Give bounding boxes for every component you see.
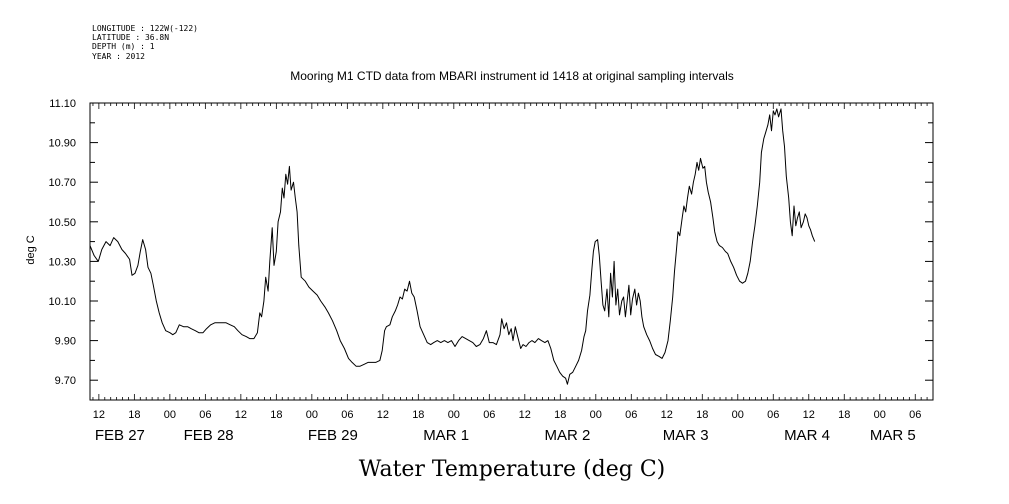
x-day-label: FEB 27 bbox=[95, 427, 145, 444]
x-tick-hour-label: 06 bbox=[909, 409, 921, 421]
y-axis-label: deg C bbox=[25, 235, 37, 264]
x-tick-hour-label: 06 bbox=[767, 409, 779, 421]
y-tick-label: 11.10 bbox=[49, 98, 76, 110]
x-tick-hour-label: 12 bbox=[803, 409, 815, 421]
x-tick-hour-label: 18 bbox=[554, 409, 566, 421]
plot-frame bbox=[89, 102, 934, 401]
longitude-label: LONGITUDE : 122W(-122) bbox=[92, 24, 198, 33]
x-tick-hour-label: 18 bbox=[270, 409, 282, 421]
x-day-label: MAR 3 bbox=[663, 427, 709, 444]
chart-title: Mooring M1 CTD data from MBARI instrumen… bbox=[290, 69, 734, 83]
x-tick-hour-label: 00 bbox=[448, 409, 460, 421]
x-axis-label: Water Temperature (deg C) bbox=[359, 457, 666, 482]
y-tick-label: 9.70 bbox=[55, 375, 76, 387]
y-tick-label: 10.70 bbox=[48, 177, 76, 189]
x-tick-hour-label: 12 bbox=[519, 409, 531, 421]
x-tick-hour-label: 12 bbox=[661, 409, 673, 421]
x-tick-hour-label: 06 bbox=[483, 409, 495, 421]
x-tick-hour-label: 18 bbox=[128, 409, 140, 421]
year-label: YEAR : 2012 bbox=[92, 52, 145, 61]
x-day-label: FEB 28 bbox=[184, 427, 234, 444]
y-tick-label: 10.50 bbox=[48, 217, 76, 229]
y-tick-label: 9.90 bbox=[55, 336, 76, 348]
x-day-label: MAR 5 bbox=[870, 427, 916, 444]
x-tick-hour-label: 18 bbox=[696, 409, 708, 421]
latitude-label: LATITUDE : 36.8N bbox=[92, 33, 169, 42]
x-axis-ticks: 12 18 00 06 12 18 00 06 12 18 00 06 12 18 00 06 12 18 00 06… bbox=[92, 103, 934, 444]
x-tick-hour-label: 00 bbox=[590, 409, 602, 421]
y-tick-label: 10.30 bbox=[48, 256, 76, 268]
x-tick-hour-label: 12 bbox=[93, 409, 105, 421]
x-tick-hour-label: 00 bbox=[306, 409, 318, 421]
y-axis-ticks: 9.70 9.90 10.10 10.30 10.50 10.70 10.90 11.10 bbox=[48, 98, 933, 387]
data-series bbox=[89, 108, 816, 385]
x-tick-hour-label: 18 bbox=[838, 409, 850, 421]
temperature-series-line bbox=[89, 108, 816, 385]
y-tick-label: 10.90 bbox=[48, 138, 76, 150]
depth-label: DEPTH (m) : 1 bbox=[92, 42, 155, 51]
x-day-label: MAR 1 bbox=[423, 427, 469, 444]
x-tick-hour-label: 12 bbox=[377, 409, 389, 421]
x-tick-hour-label: 12 bbox=[235, 409, 247, 421]
x-tick-hour-label: 00 bbox=[164, 409, 176, 421]
x-tick-hour-label: 18 bbox=[412, 409, 424, 421]
x-tick-hour-label: 06 bbox=[625, 409, 637, 421]
x-tick-hour-label: 00 bbox=[732, 409, 744, 421]
x-day-label: FEB 29 bbox=[308, 427, 358, 444]
x-tick-hour-label: 06 bbox=[199, 409, 211, 421]
x-tick-hour-label: 00 bbox=[874, 409, 886, 421]
x-tick-hour-label: 06 bbox=[341, 409, 353, 421]
x-day-label: MAR 2 bbox=[544, 427, 590, 444]
x-day-label: MAR 4 bbox=[784, 427, 830, 444]
y-tick-label: 10.10 bbox=[48, 296, 76, 308]
